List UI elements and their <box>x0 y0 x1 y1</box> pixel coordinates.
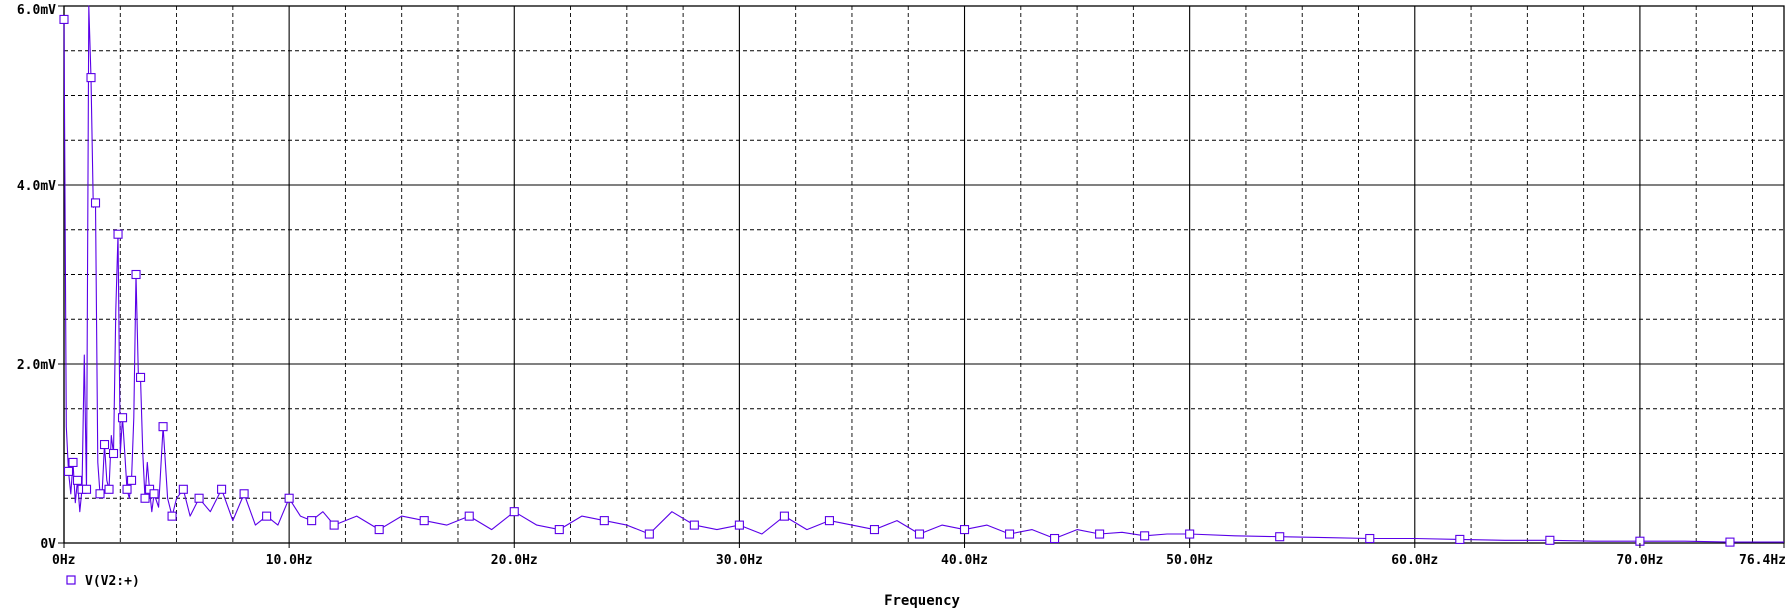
grid <box>63 6 1784 543</box>
data-point-marker <box>72 475 83 485</box>
data-point-marker <box>509 507 519 517</box>
data-point-marker <box>1004 529 1015 539</box>
data-point-marker <box>464 511 474 521</box>
data-point-marker <box>108 448 119 459</box>
data-point-marker <box>239 489 249 499</box>
data-point-marker <box>178 484 188 494</box>
legend[interactable]: V(V2:+) <box>66 574 140 589</box>
x-axis-title: Frequency <box>884 593 960 609</box>
data-point-marker <box>1140 531 1150 541</box>
data-point-marker <box>104 484 114 494</box>
data-point-marker <box>959 525 970 535</box>
data-point-marker <box>1455 534 1465 544</box>
x-tick-label: 76.4Hz <box>1739 553 1786 568</box>
data-point-marker <box>1725 537 1735 547</box>
y-tick-label: 2.0mV <box>17 358 56 373</box>
legend-label: V(V2:+) <box>85 574 140 589</box>
data-point-marker <box>599 516 609 526</box>
data-point-marker <box>90 198 101 208</box>
data-point-marker <box>374 525 384 535</box>
data-point-marker <box>59 14 69 24</box>
data-point-marker <box>122 484 132 494</box>
data-point-marker <box>1365 533 1375 544</box>
data-point-marker <box>554 525 564 535</box>
data-point-marker <box>158 422 168 432</box>
data-point-marker <box>117 413 128 423</box>
data-point-marker <box>284 493 294 503</box>
data-point-marker <box>779 511 789 521</box>
x-tick-label: 20.0Hz <box>491 553 538 568</box>
data-point-marker <box>1275 532 1285 542</box>
data-point-marker <box>1185 529 1195 539</box>
y-tick-label: 4.0mV <box>17 179 56 194</box>
plot-frame <box>63 5 1785 544</box>
data-point-marker <box>869 525 880 535</box>
data-point-marker <box>126 475 137 485</box>
x-tick-label: 30.0Hz <box>716 553 763 568</box>
data-point-marker <box>63 466 74 476</box>
data-point-marker <box>644 529 654 539</box>
data-point-marker <box>262 511 272 521</box>
data-point-marker <box>131 269 141 280</box>
data-point-marker <box>194 493 204 503</box>
data-point-marker <box>914 529 925 539</box>
data-point-marker <box>86 73 96 83</box>
data-point-marker <box>149 489 159 499</box>
data-point-marker <box>81 484 92 494</box>
data-point-marker <box>689 520 699 530</box>
series-line <box>63 5 1784 543</box>
data-point-marker <box>824 516 834 526</box>
data-point-marker <box>140 493 150 503</box>
marker-layer <box>59 14 1735 547</box>
y-tick-label: 6.0mV <box>17 3 56 18</box>
data-point-marker <box>68 457 78 468</box>
data-point-marker <box>167 511 177 521</box>
data-point-marker <box>419 516 429 526</box>
data-point-marker <box>1050 533 1060 544</box>
data-point-marker <box>135 372 146 382</box>
y-tick-label: 0V <box>40 537 56 552</box>
data-point-marker <box>307 516 317 526</box>
data-point-marker <box>99 439 110 450</box>
data-point-marker <box>1095 529 1105 539</box>
x-tick-label: 40.0Hz <box>941 553 988 568</box>
x-tick-label: 50.0Hz <box>1166 553 1213 568</box>
x-tick-label: 70.0Hz <box>1616 553 1663 568</box>
data-point-marker <box>734 520 744 530</box>
data-point-marker <box>1545 535 1555 545</box>
x-tick-label: 60.0Hz <box>1391 553 1438 568</box>
x-tick-label: 0Hz <box>52 553 75 568</box>
data-point-marker <box>217 484 227 494</box>
x-tick-labels: 0Hz 10.0Hz 20.0Hz 30.0Hz 40.0Hz 50.0Hz 60.0Hz 7… <box>52 543 1786 568</box>
x-tick-label: 10.0Hz <box>266 553 313 568</box>
data-point-marker <box>113 229 123 239</box>
series-layer <box>63 5 1784 543</box>
legend-marker-square <box>66 575 76 585</box>
data-point-marker <box>329 520 339 530</box>
data-point-marker <box>95 489 105 499</box>
y-tick-labels: 0V 2.0mV 4.0mV 6.0mV <box>17 3 64 552</box>
